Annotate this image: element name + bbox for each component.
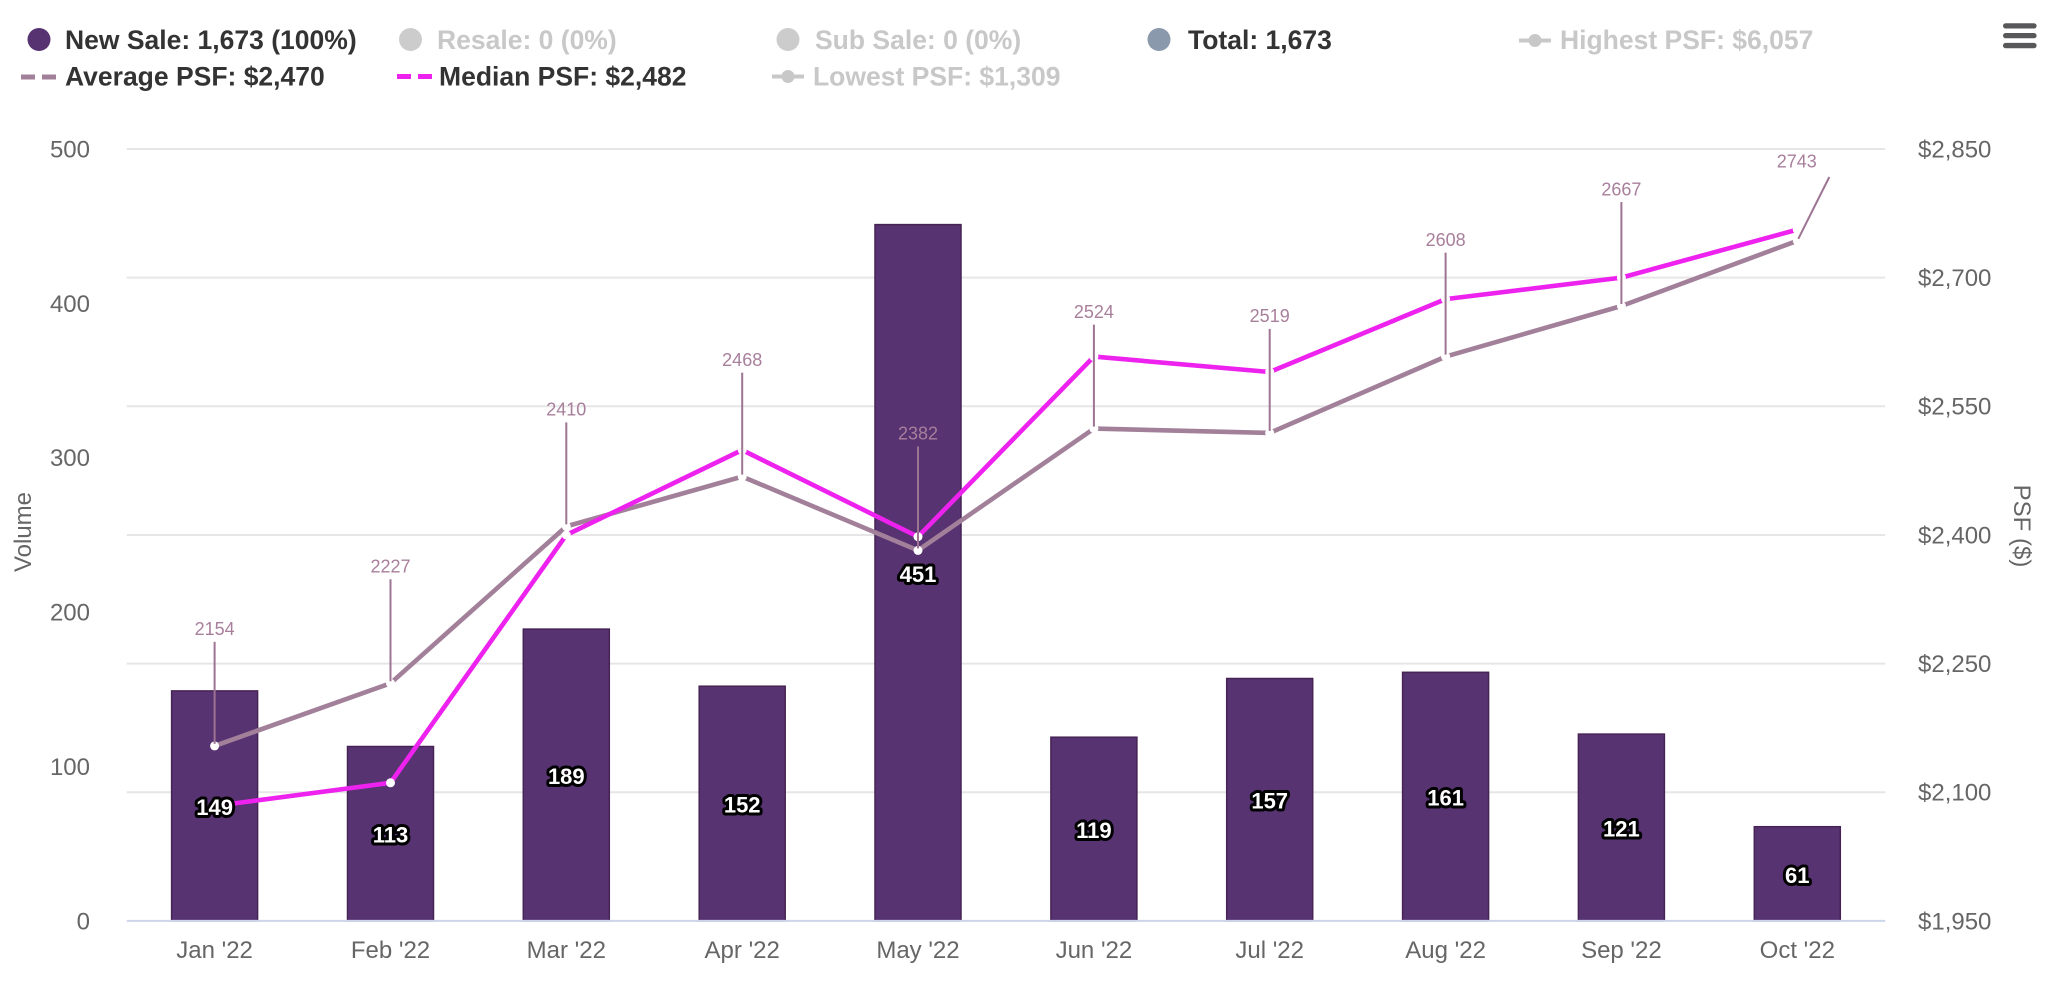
- svg-text:PSF ($): PSF ($): [2008, 485, 2035, 568]
- svg-text:Feb '22: Feb '22: [351, 937, 430, 964]
- svg-text:2519: 2519: [1250, 306, 1290, 326]
- svg-text:Oct '22: Oct '22: [1760, 937, 1835, 964]
- svg-text:100: 100: [50, 754, 90, 781]
- svg-text:400: 400: [50, 291, 90, 318]
- svg-text:157: 157: [1251, 789, 1288, 814]
- svg-text:2743: 2743: [1777, 151, 1817, 171]
- svg-text:Mar '22: Mar '22: [527, 937, 606, 964]
- svg-text:113: 113: [373, 823, 409, 848]
- svg-text:Highest PSF: $6,057: Highest PSF: $6,057: [1560, 25, 1813, 55]
- svg-text:$2,400: $2,400: [1918, 522, 1991, 549]
- svg-text:Lowest PSF: $1,309: Lowest PSF: $1,309: [813, 62, 1060, 92]
- svg-text:2382: 2382: [898, 424, 938, 444]
- svg-text:2524: 2524: [1074, 302, 1114, 322]
- svg-text:0: 0: [77, 908, 90, 935]
- svg-text:Sep '22: Sep '22: [1581, 937, 1662, 964]
- svg-text:121: 121: [1603, 817, 1640, 842]
- svg-text:$1,950: $1,950: [1918, 908, 1991, 935]
- svg-text:Median PSF: $2,482: Median PSF: $2,482: [439, 62, 686, 92]
- svg-text:149: 149: [196, 795, 233, 820]
- svg-text:$2,550: $2,550: [1918, 394, 1991, 421]
- svg-text:Jan '22: Jan '22: [176, 937, 253, 964]
- svg-text:Jul '22: Jul '22: [1235, 937, 1304, 964]
- svg-text:$2,700: $2,700: [1918, 265, 1991, 292]
- svg-text:2227: 2227: [370, 557, 410, 577]
- svg-text:61: 61: [1785, 863, 1809, 888]
- svg-text:2667: 2667: [1601, 179, 1641, 199]
- svg-text:Aug '22: Aug '22: [1405, 937, 1486, 964]
- svg-text:Resale: 0 (0%): Resale: 0 (0%): [437, 25, 617, 55]
- svg-text:Total: 1,673: Total: 1,673: [1188, 25, 1332, 55]
- svg-text:$2,250: $2,250: [1918, 651, 1991, 678]
- svg-text:152: 152: [724, 793, 761, 818]
- svg-text:500: 500: [50, 136, 90, 163]
- svg-text:161: 161: [1427, 786, 1464, 811]
- svg-text:$2,850: $2,850: [1918, 136, 1991, 163]
- svg-text:119: 119: [1076, 818, 1112, 843]
- svg-text:May '22: May '22: [876, 937, 959, 964]
- svg-text:$2,100: $2,100: [1918, 780, 1991, 807]
- svg-text:2154: 2154: [195, 619, 235, 639]
- svg-text:189: 189: [548, 764, 585, 789]
- svg-text:Jun '22: Jun '22: [1056, 937, 1133, 964]
- svg-text:Sub Sale: 0 (0%): Sub Sale: 0 (0%): [815, 25, 1021, 55]
- svg-text:2410: 2410: [546, 400, 586, 420]
- svg-text:451: 451: [900, 562, 937, 587]
- svg-text:New Sale: 1,673 (100%): New Sale: 1,673 (100%): [65, 25, 357, 55]
- svg-text:200: 200: [50, 600, 90, 627]
- svg-text:Volume: Volume: [10, 492, 37, 572]
- svg-text:2608: 2608: [1426, 230, 1466, 250]
- svg-text:Average PSF: $2,470: Average PSF: $2,470: [65, 62, 325, 92]
- svg-text:300: 300: [50, 445, 90, 472]
- svg-text:Apr '22: Apr '22: [705, 937, 780, 964]
- svg-text:2468: 2468: [722, 350, 762, 370]
